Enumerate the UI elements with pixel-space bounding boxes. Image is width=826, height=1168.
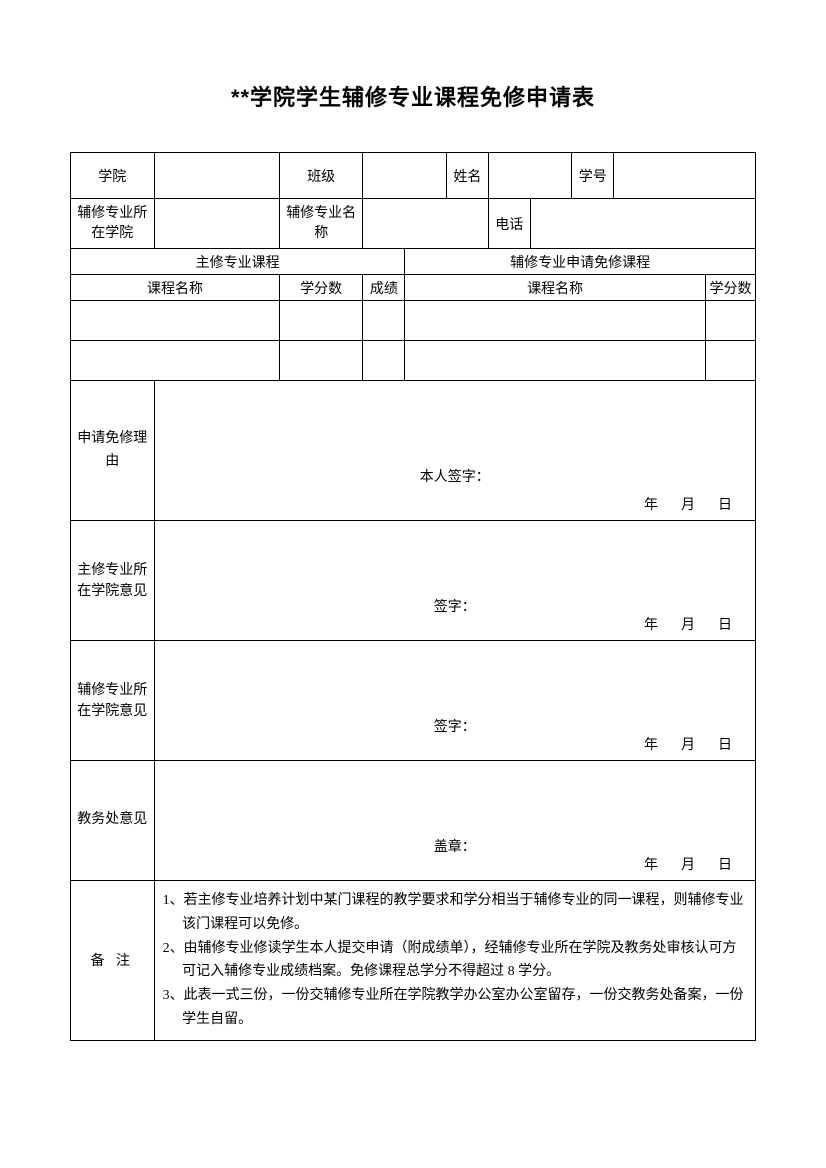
minor-opinion-row: 辅修专业所在学院意见 签字： 年月日 [71,641,756,761]
stamp-label: 盖章： [155,786,755,856]
header-major-courses: 主修专业课程 [71,249,405,275]
major-opinion-row: 主修专业所在学院意见 签字： 年月日 [71,521,756,641]
reason-row: 申请免修理由 本人签字： 年月日 [71,381,756,521]
section-header-row: 主修专业课程 辅修专业申请免修课程 [71,249,756,275]
note-item: 1、若主修专业培养计划中某门课程的教学要求和学分相当于辅修专业的同一课程，则辅修… [163,889,745,937]
cell-grade[interactable] [363,341,405,381]
page-title: **学院学生辅修专业课程免修申请表 [70,80,756,112]
cell-course-name-right[interactable] [405,301,706,341]
header-minor-courses: 辅修专业申请免修课程 [405,249,756,275]
cell-course-name-left[interactable] [71,301,280,341]
notes-content: 1、若主修专业培养计划中某门课程的教学要求和学分相当于辅修专业的同一课程，则辅修… [154,881,755,1041]
label-minor-name: 辅修专业名称 [279,199,363,249]
label-office-opinion: 教务处意见 [71,761,155,881]
note-item: 2、由辅修专业修读学生本人提交申请（附成绩单），经辅修专业所在学院及教务处审核认… [163,937,745,985]
cell-course-name-left[interactable] [71,341,280,381]
info-row-1: 学院 班级 姓名 学号 [71,153,756,199]
header-course-name-left: 课程名称 [71,275,280,301]
note-item: 3、此表一式三份，一份交辅修专业所在学院教学办公室办公室留存，一份交教务处备案，… [163,984,745,1032]
column-header-row: 课程名称 学分数 成绩 课程名称 学分数 [71,275,756,301]
cell-credits-left[interactable] [279,341,363,381]
header-credits-right: 学分数 [705,275,755,301]
reason-signature-label: 本人签字： [155,416,755,486]
cell-credits-right[interactable] [705,301,755,341]
signature-label: 签字： [155,546,755,616]
info-row-2: 辅修专业所在学院 辅修专业名称 电话 [71,199,756,249]
field-minor-name[interactable] [363,199,488,249]
cell-credits-left[interactable] [279,301,363,341]
field-minor-college[interactable] [154,199,279,249]
label-id: 学号 [572,153,614,199]
date-line: 年月日 [634,854,745,874]
field-minor-opinion[interactable]: 签字： 年月日 [154,641,755,761]
date-line: 年月日 [634,494,745,514]
label-notes: 备 注 [71,881,155,1041]
field-class[interactable] [363,153,447,199]
course-row [71,301,756,341]
label-college: 学院 [71,153,155,199]
label-phone: 电话 [488,199,530,249]
cell-grade[interactable] [363,301,405,341]
label-reason: 申请免修理由 [71,381,155,521]
date-line: 年月日 [634,734,745,754]
field-college[interactable] [154,153,279,199]
label-minor-college: 辅修专业所在学院 [71,199,155,249]
field-reason[interactable]: 本人签字： 年月日 [154,381,755,521]
date-line: 年月日 [634,614,745,634]
header-credits-left: 学分数 [279,275,363,301]
label-class: 班级 [279,153,363,199]
field-id[interactable] [614,153,756,199]
label-major-opinion: 主修专业所在学院意见 [71,521,155,641]
field-name[interactable] [488,153,572,199]
header-grade: 成绩 [363,275,405,301]
page-container: **学院学生辅修专业课程免修申请表 学院 班级 姓名 学号 辅修专业所在学院 [0,0,826,1101]
label-name: 姓名 [447,153,489,199]
header-course-name-right: 课程名称 [405,275,706,301]
course-row [71,341,756,381]
office-opinion-row: 教务处意见 盖章： 年月日 [71,761,756,881]
cell-course-name-right[interactable] [405,341,706,381]
notes-row: 备 注 1、若主修专业培养计划中某门课程的教学要求和学分相当于辅修专业的同一课程… [71,881,756,1041]
field-office-opinion[interactable]: 盖章： 年月日 [154,761,755,881]
signature-label: 签字： [155,666,755,736]
field-phone[interactable] [530,199,755,249]
label-minor-opinion: 辅修专业所在学院意见 [71,641,155,761]
cell-credits-right[interactable] [705,341,755,381]
form-table: 学院 班级 姓名 学号 辅修专业所在学院 辅修专业名称 电话 主修专业课程 辅修… [70,152,756,1041]
field-major-opinion[interactable]: 签字： 年月日 [154,521,755,641]
